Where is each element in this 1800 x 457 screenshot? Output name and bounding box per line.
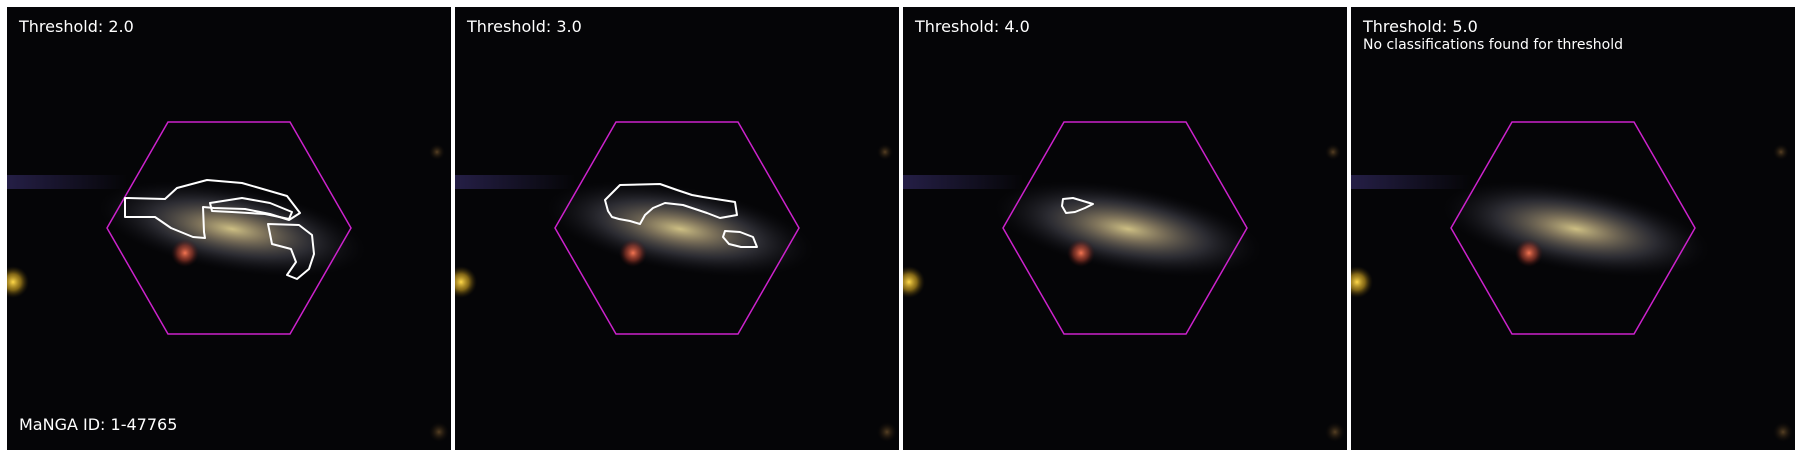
galaxy-image (1351, 7, 1795, 450)
faint-source (429, 422, 449, 442)
blue-streak (903, 175, 1023, 189)
blue-streak (7, 175, 127, 189)
faint-source (429, 144, 445, 160)
faint-source (1773, 144, 1789, 160)
galaxy-image (7, 7, 451, 450)
red-star (1067, 239, 1095, 267)
ifu-hexagon (1002, 121, 1248, 335)
panel-threshold-5: Threshold: 5.0 No classifications found … (1351, 7, 1795, 450)
manga-id-label: MaNGA ID: 1-47765 (19, 415, 178, 434)
yellow-star (7, 266, 29, 298)
faint-source (877, 422, 897, 442)
classification-contour (604, 183, 738, 225)
blue-streak (455, 175, 575, 189)
panel-title: Threshold: 3.0 (467, 17, 582, 36)
classification-contour (1061, 197, 1094, 214)
panel-threshold-4: Threshold: 4.0 (903, 7, 1347, 450)
panel-threshold-3: Threshold: 3.0 (455, 7, 899, 450)
yellow-star (903, 266, 925, 298)
classification-contour (124, 179, 301, 239)
classification-contour (722, 230, 758, 248)
ifu-hexagon (554, 121, 800, 335)
no-classification-note: No classifications found for threshold (1363, 37, 1623, 53)
blue-streak (1351, 175, 1471, 189)
classification-contour (267, 223, 315, 280)
ifu-hexagon (1450, 121, 1696, 335)
galaxy (546, 181, 814, 277)
faint-source (1325, 422, 1345, 442)
galaxy-image (455, 7, 899, 450)
yellow-star (1351, 266, 1373, 298)
panel-threshold-2: Threshold: 2.0 MaNGA ID: 1-47765 (7, 7, 451, 450)
yellow-star (455, 266, 477, 298)
panel-title: Threshold: 4.0 (915, 17, 1030, 36)
faint-source (877, 144, 893, 160)
panel-title: Threshold: 2.0 (19, 17, 134, 36)
classification-contour (209, 197, 293, 220)
galaxy (98, 181, 366, 277)
red-star (619, 239, 647, 267)
red-star (1515, 239, 1543, 267)
panel-title: Threshold: 5.0 (1363, 17, 1478, 36)
ifu-hexagon (106, 121, 352, 335)
faint-source (1773, 422, 1793, 442)
red-star (171, 239, 199, 267)
galaxy (1442, 181, 1710, 277)
faint-source (1325, 144, 1341, 160)
galaxy-image (903, 7, 1347, 450)
